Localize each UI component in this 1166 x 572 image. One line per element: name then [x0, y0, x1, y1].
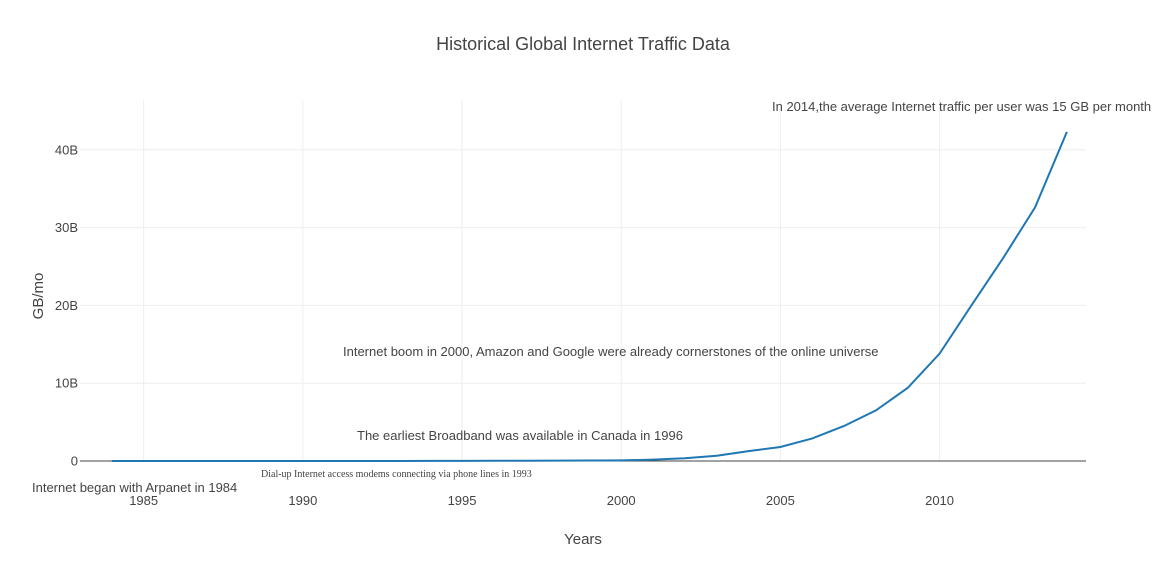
y-tick-label: 0 — [71, 454, 78, 469]
x-tick-label: 1990 — [288, 493, 317, 508]
x-tick-label: 1995 — [448, 493, 477, 508]
y-tick-label: 30B — [55, 220, 78, 235]
annotation-2000: Internet boom in 2000, Amazon and Google… — [343, 344, 879, 359]
annotation-1993: Dial-up Internet access modems connectin… — [261, 469, 532, 480]
x-axis: 1985 1990 1995 2000 2005 2010 — [129, 493, 954, 508]
y-axis: 0 10B 20B 30B 40B — [55, 142, 78, 468]
y-gridlines — [80, 149, 1086, 384]
annotation-1984: Internet began with Arpanet in 1984 — [32, 480, 237, 495]
chart-title: Historical Global Internet Traffic Data — [436, 34, 731, 54]
y-tick-label: 40B — [55, 142, 78, 157]
y-axis-title: GB/mo — [30, 273, 47, 320]
x-tick-label: 1985 — [129, 493, 158, 508]
x-tick-label: 2005 — [766, 493, 795, 508]
x-axis-title: Years — [564, 531, 602, 548]
x-tick-label: 2010 — [925, 493, 954, 508]
y-tick-label: 20B — [55, 298, 78, 313]
annotation-2014: In 2014,the average Internet traffic per… — [772, 99, 1151, 114]
y-tick-label: 10B — [55, 376, 78, 391]
annotation-1996: The earliest Broadband was available in … — [357, 428, 683, 443]
series-line — [111, 131, 1068, 462]
x-tick-label: 2000 — [607, 493, 636, 508]
x-gridlines — [143, 100, 941, 461]
